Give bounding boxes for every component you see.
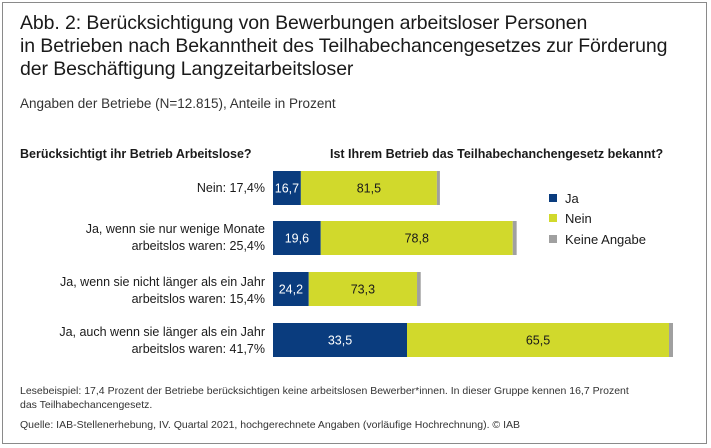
data-label: 81,5: [357, 182, 381, 196]
row-label-line: arbeitslos waren: 41,7%: [131, 342, 265, 356]
row-label-line: Ja, wenn sie nur wenige Monate: [85, 222, 265, 236]
row-label-line: Ja, wenn sie nicht länger als ein Jahr: [60, 275, 265, 289]
bar-segment-nein: [320, 221, 513, 255]
row-label-line: Nein: 17,4%: [196, 181, 265, 195]
footnote-line: das Teilhabechancengesetz.: [20, 399, 153, 411]
data-label: 16,7: [275, 182, 299, 196]
figure-subtitle: Angaben der Betriebe (N=12.815), Anteile…: [20, 96, 336, 111]
legend-swatch-keine-angabe: [549, 235, 557, 243]
legend-item-nein: Nein: [549, 210, 592, 226]
data-label: 24,2: [279, 283, 303, 297]
bar-segment-nein: [407, 323, 669, 357]
title-line: Abb. 2: Berücksichtigung von Bewerbungen…: [20, 12, 588, 34]
row-label-line: arbeitslos waren: 15,4%: [131, 292, 265, 306]
figure-title: Abb. 2: Berücksichtigung von Bewerbungen…: [20, 12, 700, 81]
reading-example: Lesebeispiel: 17,4 Prozent der Betriebe …: [20, 384, 690, 412]
legend-swatch-nein: [549, 214, 557, 222]
title-line: in Betrieben nach Bekanntheit des Teilha…: [20, 35, 668, 57]
row-label-line: arbeitslos waren: 25,4%: [131, 239, 265, 253]
left-column-header: Berücksichtigt ihr Betrieb Arbeitslose?: [20, 147, 252, 161]
row-label: Nein: 17,4%: [197, 180, 265, 197]
legend-swatch-ja: [549, 194, 557, 202]
data-label: 19,6: [285, 232, 309, 246]
bar-segment-ja: [273, 221, 321, 255]
row-label: Ja, wenn sie nur wenige Monate arbeitslo…: [86, 221, 265, 255]
data-label: 78,8: [405, 232, 429, 246]
data-label: 65,5: [526, 334, 550, 348]
title-line: der Beschäftigung Langzeitarbeitsloser: [20, 58, 354, 80]
bar-segment-keine-angabe: [417, 272, 421, 306]
legend-item-ja: Ja: [549, 190, 579, 206]
figure-frame: [2, 2, 707, 444]
row-label: Ja, wenn sie nicht länger als ein Jahr a…: [60, 274, 265, 308]
bar-segment-keine-angabe: [436, 171, 440, 205]
data-label: 73,3: [351, 283, 375, 297]
source-note: Quelle: IAB-Stellenerhebung, IV. Quartal…: [20, 419, 521, 431]
legend-item-keine-angabe: Keine Angabe: [549, 231, 646, 247]
bar-segment-nein: [300, 171, 437, 205]
legend-label: Ja: [565, 190, 579, 206]
row-label-line: Ja, auch wenn sie länger als ein Jahr: [59, 325, 265, 339]
row-label: Ja, auch wenn sie länger als ein Jahr ar…: [59, 324, 265, 358]
right-column-header: Ist Ihrem Betrieb das Teilhabechanchenge…: [330, 147, 664, 161]
bar-segment-ja: [273, 323, 407, 357]
legend-label: Nein: [565, 210, 592, 226]
bar-segment-ja: [273, 272, 309, 306]
bar-segment-ja: [273, 171, 301, 205]
bar-segment-nein: [308, 272, 418, 306]
footnote-line: Lesebeispiel: 17,4 Prozent der Betriebe …: [20, 385, 629, 397]
bar-segment-keine-angabe: [669, 323, 673, 357]
data-label: 33,5: [328, 334, 352, 348]
legend-label: Keine Angabe: [565, 231, 646, 247]
bar-segment-keine-angabe: [512, 221, 517, 255]
